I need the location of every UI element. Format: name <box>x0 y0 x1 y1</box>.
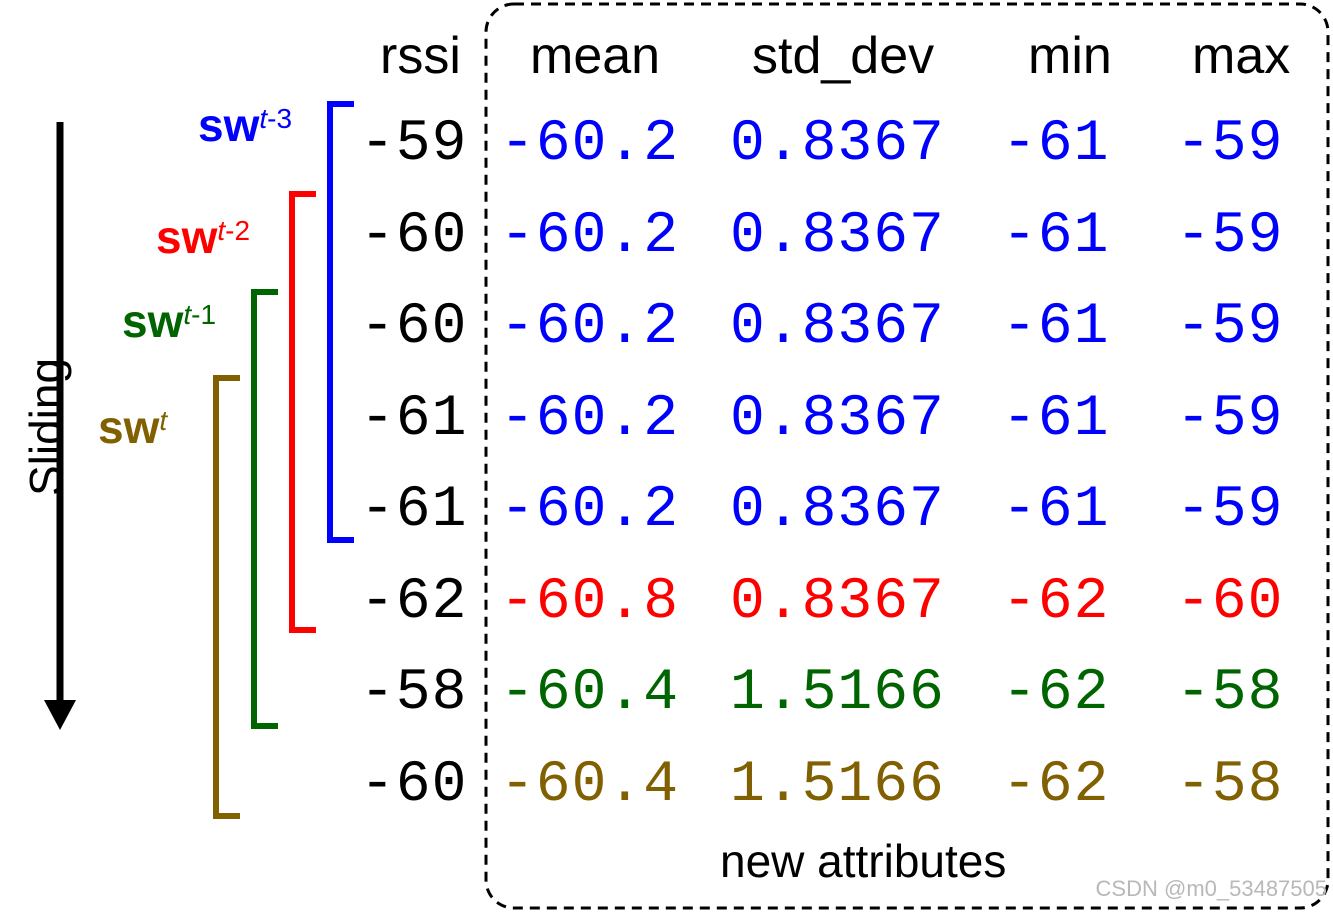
cell-std-dev: 1.5166 <box>730 752 945 818</box>
window-label: swt-1 <box>122 296 216 346</box>
cell-rssi: -59 <box>360 112 468 177</box>
cell-rssi: -61 <box>360 478 468 543</box>
cell-std-dev: 0.8367 <box>730 203 945 269</box>
cell-std-dev: 1.5166 <box>730 661 945 726</box>
window-label-suffix: -1 <box>191 299 217 330</box>
window-label-var: t <box>159 405 168 436</box>
cell-max: -59 <box>1176 203 1284 269</box>
window-bracket <box>213 375 240 819</box>
window-label-base: sw <box>98 401 160 453</box>
window-label: swt-2 <box>156 212 250 262</box>
window-label-var: t <box>259 103 268 134</box>
window-label-suffix: -2 <box>225 215 251 246</box>
window-bracket <box>327 101 354 543</box>
cell-std-dev: 0.8367 <box>730 478 945 543</box>
header-min: min <box>1028 27 1112 85</box>
cell-mean: -60.2 <box>500 478 680 543</box>
cell-rssi: -62 <box>360 569 468 635</box>
cell-std-dev: 0.8367 <box>730 569 945 635</box>
sliding-arrow-head <box>44 700 76 730</box>
new-attributes-label: new attributes <box>720 835 1007 887</box>
cell-min: -62 <box>1002 569 1110 635</box>
header-mean: mean <box>530 27 661 85</box>
window-label-base: sw <box>198 99 260 151</box>
window-label-var: t <box>217 215 226 246</box>
header-max: max <box>1192 27 1291 85</box>
window-label-var: t <box>183 299 192 330</box>
window-label-base: sw <box>156 211 218 263</box>
new-attributes-box <box>484 2 1330 910</box>
cell-mean: -60.4 <box>500 752 680 818</box>
window-bracket <box>289 191 316 633</box>
cell-max: -59 <box>1176 386 1284 452</box>
window-label: swt-3 <box>198 100 292 150</box>
cell-max: -58 <box>1176 752 1284 818</box>
cell-rssi: -60 <box>360 203 468 269</box>
window-bracket <box>251 289 278 729</box>
cell-mean: -60.2 <box>500 295 680 360</box>
sliding-label: Sliding <box>20 357 72 497</box>
cell-min: -61 <box>1002 478 1110 543</box>
cell-rssi: -60 <box>360 752 468 818</box>
cell-std-dev: 0.8367 <box>730 295 945 360</box>
window-label-base: sw <box>122 295 184 347</box>
cell-min: -61 <box>1002 295 1110 360</box>
cell-min: -62 <box>1002 661 1110 726</box>
cell-rssi: -61 <box>360 386 468 452</box>
cell-mean: -60.4 <box>500 661 680 726</box>
cell-max: -58 <box>1176 661 1284 726</box>
header-std-dev: std_dev <box>752 27 935 85</box>
cell-rssi: -58 <box>360 661 468 726</box>
cell-max: -60 <box>1176 569 1284 635</box>
cell-min: -61 <box>1002 386 1110 452</box>
cell-mean: -60.2 <box>500 203 680 269</box>
window-label: swt <box>98 402 167 452</box>
cell-max: -59 <box>1176 295 1284 360</box>
cell-mean: -60.8 <box>500 569 680 635</box>
watermark: CSDN @m0_53487505 <box>1095 876 1327 901</box>
header-rssi: rssi <box>380 27 461 85</box>
cell-rssi: -60 <box>360 295 468 360</box>
cell-std-dev: 0.8367 <box>730 112 945 177</box>
window-label-suffix: -3 <box>267 103 293 134</box>
cell-min: -61 <box>1002 203 1110 269</box>
cell-min: -62 <box>1002 752 1110 818</box>
cell-min: -61 <box>1002 112 1110 177</box>
cell-mean: -60.2 <box>500 112 680 177</box>
cell-std-dev: 0.8367 <box>730 386 945 452</box>
cell-mean: -60.2 <box>500 386 680 452</box>
cell-max: -59 <box>1176 478 1284 543</box>
cell-max: -59 <box>1176 112 1284 177</box>
